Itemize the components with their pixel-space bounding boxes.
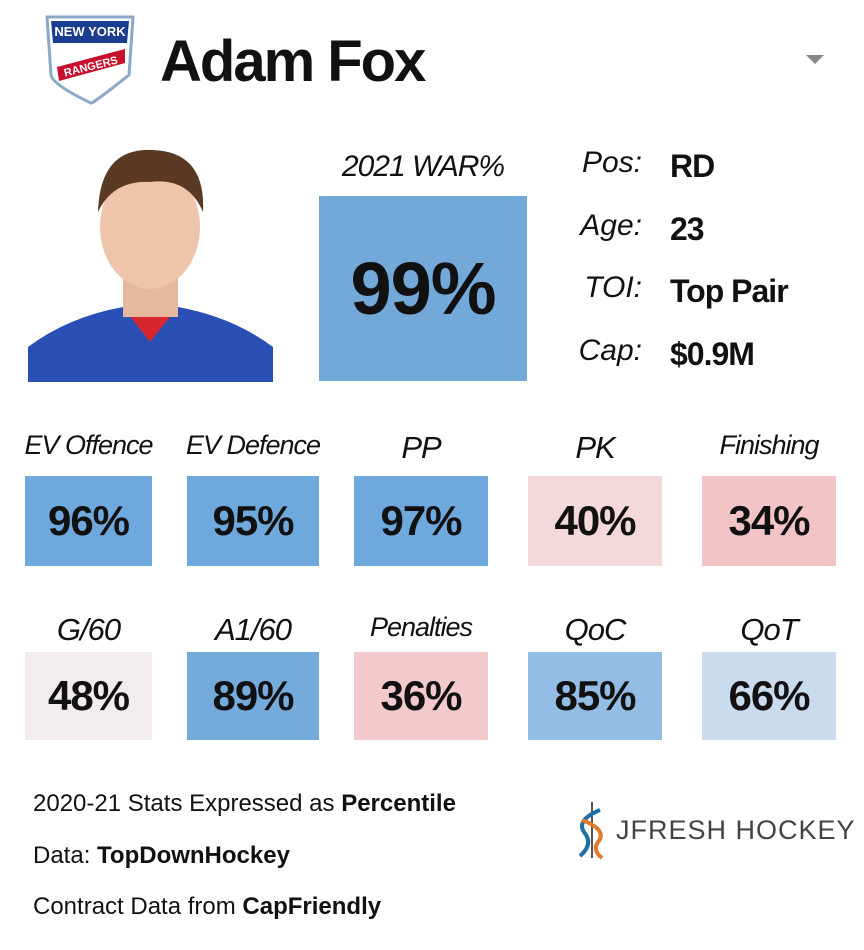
info-label: TOI:	[584, 271, 642, 304]
info-value: $0.9M	[670, 335, 755, 372]
footer-text: Contract Data from	[33, 893, 243, 920]
info-value: 23	[670, 210, 705, 247]
footer-line: Contract Data from CapFriendly	[33, 893, 381, 921]
player-name: Adam Fox	[160, 29, 426, 94]
brand-name: JFRESH HOCKEY	[616, 815, 856, 845]
footer-line: Data: TopDownHockey	[33, 842, 290, 870]
stat-label: Penalties	[369, 612, 473, 642]
stat-value: 48%	[25, 652, 152, 740]
player-photo	[28, 142, 273, 382]
logo-text: NEW YORK	[54, 24, 126, 39]
war-label: 2021 WAR%	[341, 150, 505, 183]
stat-value: 97%	[354, 476, 488, 566]
war-value: 99%	[319, 196, 527, 381]
info-value: Top Pair	[670, 273, 789, 309]
stat-value: 66%	[702, 652, 836, 740]
info-label: Age:	[580, 208, 642, 242]
stat-label: QoC	[564, 612, 627, 647]
info-value: RD	[670, 148, 715, 184]
footer-line: 2020-21 Stats Expressed as Percentile	[33, 790, 456, 818]
dropdown-arrow[interactable]	[806, 55, 826, 67]
stat-label: QoT	[740, 612, 798, 647]
brand-icon	[578, 802, 604, 860]
stat-label: PK	[575, 430, 615, 465]
stat-value: 85%	[528, 652, 662, 740]
footer-text: Data:	[33, 841, 98, 869]
stat-value: 89%	[187, 652, 319, 740]
stat-value: 36%	[354, 652, 488, 740]
footer-bold: TopDownHockey	[97, 841, 290, 869]
stat-value: 40%	[528, 476, 662, 566]
stat-label: Finishing	[719, 430, 819, 460]
info-label: Pos:	[581, 146, 642, 179]
stat-label: G/60	[56, 612, 121, 647]
team-logo: NEW YORK RANGERS	[45, 15, 135, 105]
stat-label: A1/60	[214, 612, 292, 647]
stat-label: EV Defence	[185, 430, 321, 460]
footer-bold: Percentile	[341, 790, 456, 817]
footer-text: 2020-21 Stats Expressed as	[33, 790, 342, 817]
stat-label: PP	[401, 430, 441, 465]
stat-value: 96%	[25, 476, 152, 566]
info-label: Cap:	[578, 333, 642, 367]
stat-value: 34%	[702, 476, 836, 566]
stat-value: 95%	[187, 476, 319, 566]
footer-bold: CapFriendly	[242, 893, 382, 920]
stat-label: EV Offence	[24, 430, 153, 460]
